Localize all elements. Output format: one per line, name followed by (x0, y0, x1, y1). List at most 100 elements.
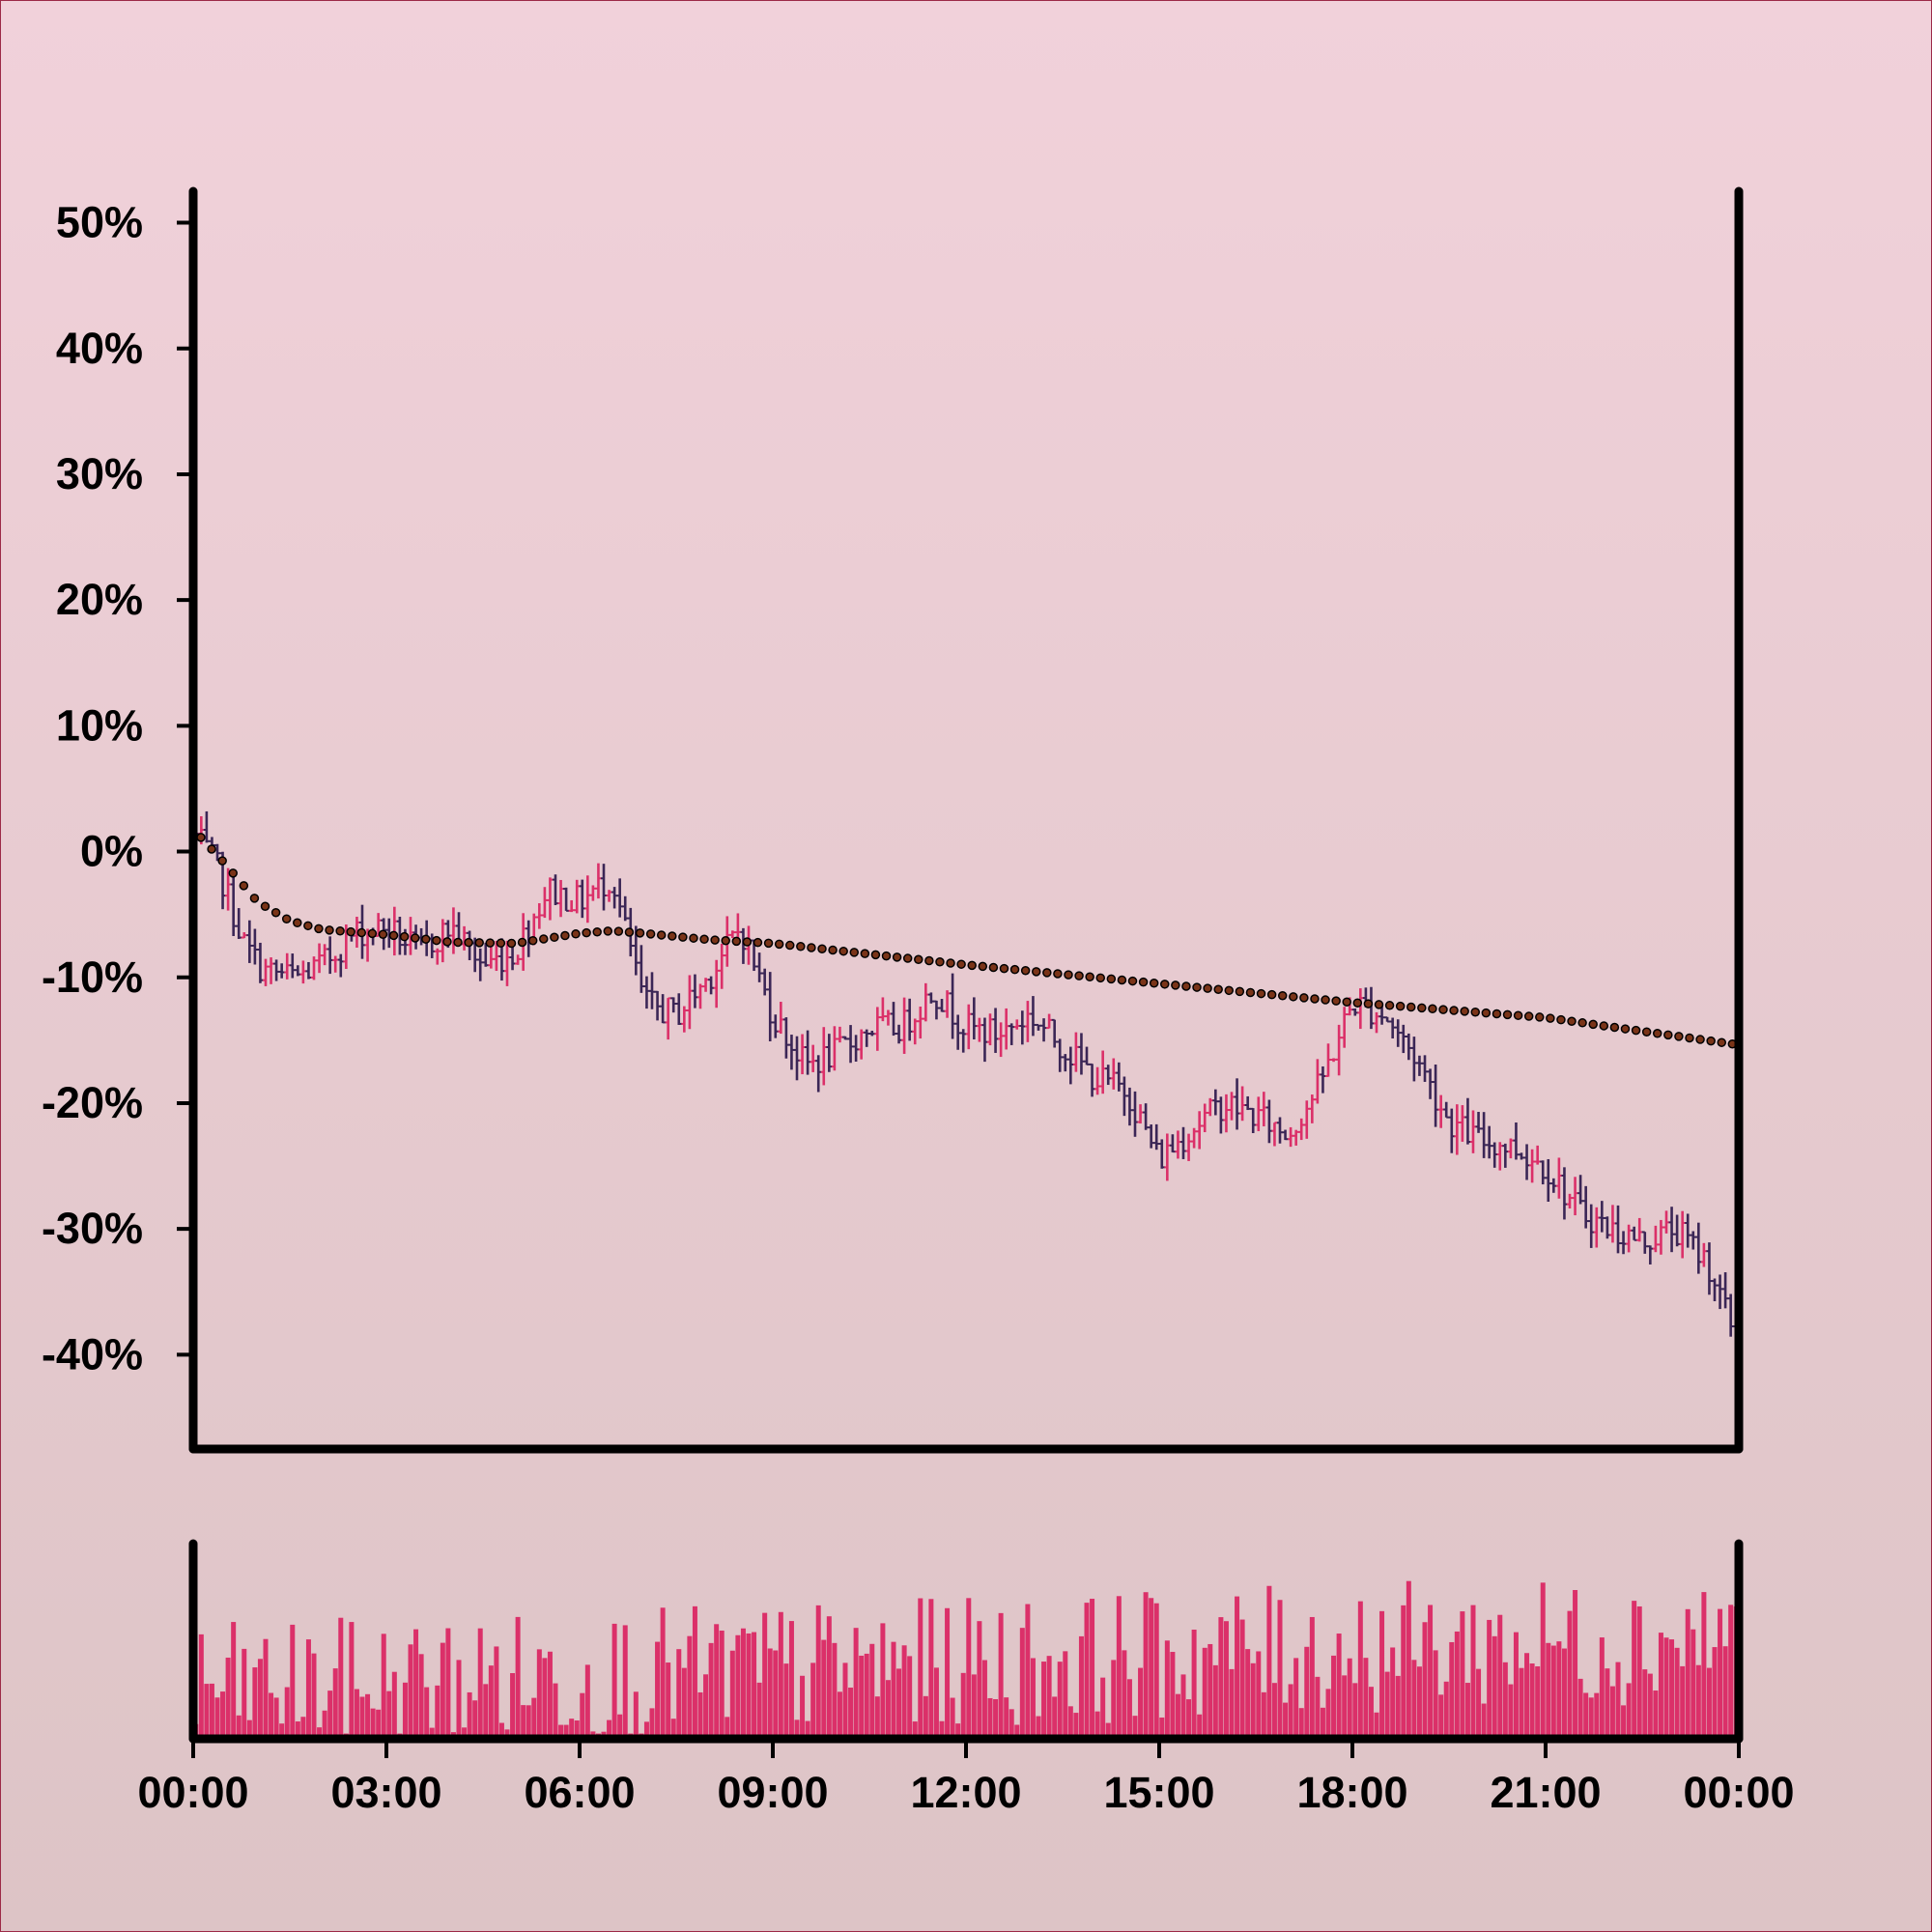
volume-bar (928, 1599, 934, 1739)
volume-bar (617, 1714, 623, 1739)
volume-bar (896, 1668, 902, 1739)
volume-bar (236, 1715, 242, 1739)
trend-point (689, 933, 698, 943)
trend-point (613, 926, 624, 936)
volume-bar (842, 1662, 848, 1739)
ohlc-bar (268, 957, 274, 984)
ohlc-bar (1180, 1126, 1186, 1159)
ohlc-bar (230, 871, 237, 936)
volume-bar (987, 1697, 993, 1739)
y-tick-label: -40% (42, 1329, 143, 1378)
volume-bar (719, 1630, 724, 1739)
volume-bar (1046, 1656, 1052, 1739)
ohlc-bar (1137, 1104, 1144, 1124)
volume-bar (971, 1674, 977, 1739)
trend-point (1138, 977, 1149, 987)
volume-bar (1497, 1614, 1503, 1739)
ohlc-bar (1459, 1105, 1465, 1142)
trend-point (217, 856, 227, 866)
ohlc-bar (493, 940, 499, 972)
ohlc-bar (354, 917, 360, 948)
volume-bar (815, 1605, 821, 1739)
volume-bar (681, 1667, 687, 1739)
ohlc-bar (579, 879, 585, 919)
volume-bar (300, 1717, 306, 1739)
ohlc-bar (257, 942, 264, 983)
volume-bar (246, 1719, 252, 1739)
trend-point (763, 938, 774, 949)
volume-bar (783, 1663, 789, 1739)
trend-point (335, 925, 345, 936)
trend-point (967, 960, 977, 971)
ohlc-bar (1084, 1046, 1090, 1065)
trend-line (196, 833, 1738, 1049)
ohlc-bar (1685, 1213, 1691, 1248)
trend-point (1535, 1012, 1545, 1022)
volume-bar (1164, 1640, 1170, 1739)
ohlc-bar (396, 916, 403, 955)
volume-bar (1331, 1655, 1337, 1739)
trend-point (1577, 1018, 1587, 1028)
volume-bar (874, 1696, 880, 1739)
volume-bar (1615, 1662, 1621, 1739)
ohlc-bar (778, 1002, 784, 1035)
ohlc-bar (1395, 1019, 1402, 1047)
trend-point (1009, 964, 1020, 975)
volume-bar (338, 1617, 344, 1739)
ohlc-bar (998, 1022, 1005, 1058)
ohlc-bar (1690, 1231, 1696, 1250)
ohlc-bar (1314, 1059, 1321, 1104)
volume-bar (1363, 1658, 1369, 1739)
volume-bar (666, 1662, 671, 1739)
volume-bar (670, 1719, 676, 1739)
ohlc-bar (316, 943, 323, 974)
ohlc-bar (1567, 1193, 1573, 1209)
volume-bar (1701, 1592, 1707, 1739)
volume-bar (1025, 1604, 1031, 1739)
ohlc-bar (225, 867, 232, 911)
ohlc-bar (477, 948, 484, 981)
ohlc-bar (1003, 1008, 1009, 1050)
volume-bar (1315, 1676, 1321, 1739)
ohlc-bar (1288, 1126, 1294, 1148)
volume-bar (1073, 1713, 1079, 1739)
ohlc-bar (606, 890, 612, 902)
trend-point (668, 931, 677, 941)
ohlc-bar (1116, 1062, 1122, 1092)
volume-bar (531, 1697, 537, 1739)
volume-bar (1605, 1668, 1610, 1739)
volume-bar (584, 1664, 590, 1739)
trend-point (1352, 998, 1363, 1008)
volume-bar (349, 1622, 355, 1739)
volume-bar (767, 1648, 773, 1739)
volume-bar (429, 1727, 435, 1739)
trend-point (956, 959, 966, 969)
volume-bar (1519, 1667, 1524, 1739)
ohlc-bar (713, 959, 720, 1009)
volume-bar (708, 1642, 714, 1739)
trend-point (1171, 980, 1180, 990)
volume-bar (504, 1729, 510, 1739)
volume-bar (1443, 1681, 1449, 1739)
trend-point (892, 952, 902, 962)
volume-bar (225, 1657, 231, 1739)
volume-bar (676, 1649, 682, 1739)
ohlc-bar (719, 944, 725, 989)
ohlc-bar (1561, 1167, 1568, 1220)
ohlc-bar (788, 1035, 795, 1070)
volume-bar (435, 1685, 440, 1739)
volume-bar (1304, 1646, 1310, 1739)
ohlc-bar (923, 982, 929, 1022)
ohlc-bar (1433, 1064, 1439, 1127)
y-axis-ticks: 50% 40% 30% 20% 10% 0% -10% -20% -30% -40% (42, 198, 193, 1378)
ohlc-bar (1410, 1037, 1417, 1082)
trend-point (635, 928, 645, 938)
volume-bar (950, 1697, 955, 1739)
ohlc-bar (1330, 1058, 1337, 1063)
ohlc-bar (1609, 1205, 1616, 1243)
ohlc-bar (1481, 1112, 1488, 1158)
volume-bar (1063, 1651, 1068, 1739)
volume-bar (1722, 1646, 1728, 1739)
ohlc-bar (1416, 1055, 1423, 1076)
trend-point (731, 936, 742, 947)
